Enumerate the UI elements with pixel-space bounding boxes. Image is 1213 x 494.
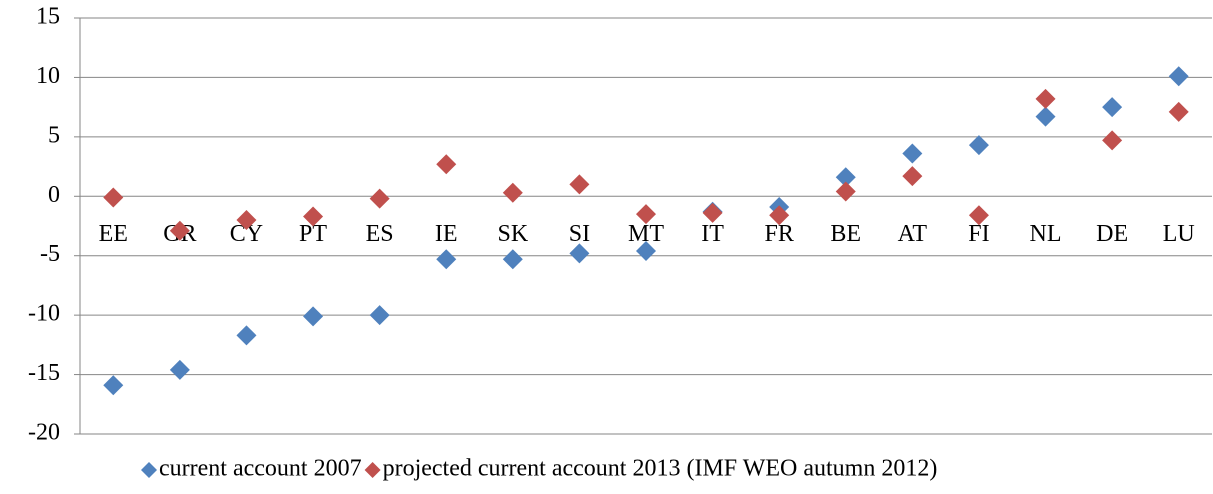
- point: [369, 188, 390, 209]
- x-tick-label: ES: [366, 221, 394, 247]
- point: [169, 359, 190, 380]
- point: [1168, 101, 1189, 122]
- y-tick-label: 15: [36, 4, 60, 30]
- point: [1035, 106, 1056, 127]
- x-tick-label: SI: [569, 221, 590, 247]
- point: [436, 154, 457, 175]
- point: [636, 204, 656, 225]
- point: [902, 143, 923, 164]
- point: [1168, 66, 1189, 87]
- point: [636, 240, 656, 261]
- x-tick-label: LU: [1163, 221, 1195, 247]
- point: [902, 166, 923, 187]
- x-tick-label: IE: [435, 221, 458, 247]
- point: [968, 205, 989, 226]
- point: [502, 182, 523, 203]
- x-tick-label: NL: [1030, 221, 1062, 247]
- legend-label: projected current account 2013 (IMF WEO …: [383, 456, 938, 482]
- point: [303, 306, 324, 327]
- point: [103, 187, 124, 208]
- y-tick-label: 10: [36, 63, 60, 89]
- point: [236, 210, 257, 231]
- x-tick-label: DE: [1096, 221, 1128, 247]
- point: [303, 206, 324, 227]
- y-tick-label: -10: [28, 301, 60, 327]
- point: [502, 249, 523, 270]
- legend-marker: [141, 462, 157, 478]
- x-tick-label: IT: [701, 221, 724, 247]
- x-tick-label: EE: [99, 221, 128, 247]
- point: [369, 305, 390, 326]
- legend-label: current account 2007: [159, 456, 362, 482]
- point: [835, 181, 856, 202]
- point: [1102, 130, 1123, 151]
- point: [103, 375, 124, 396]
- y-tick-label: -5: [40, 241, 60, 267]
- y-tick-label: 5: [48, 122, 60, 148]
- point: [569, 243, 590, 264]
- y-tick-label: 0: [48, 182, 60, 208]
- x-tick-label: BE: [830, 221, 861, 247]
- point: [236, 325, 257, 346]
- point: [769, 205, 790, 226]
- point: [169, 220, 190, 241]
- point: [569, 174, 590, 195]
- point: [968, 135, 989, 156]
- point: [835, 167, 856, 188]
- x-tick-label: AT: [898, 221, 928, 247]
- y-tick-label: -20: [28, 420, 60, 446]
- point: [1035, 88, 1056, 109]
- legend-marker: [364, 462, 381, 478]
- point: [436, 249, 457, 270]
- y-tick-label: -15: [28, 360, 60, 386]
- x-tick-label: FI: [968, 221, 989, 247]
- x-tick-label: SK: [497, 221, 528, 247]
- point: [1102, 97, 1123, 118]
- point: [702, 202, 723, 223]
